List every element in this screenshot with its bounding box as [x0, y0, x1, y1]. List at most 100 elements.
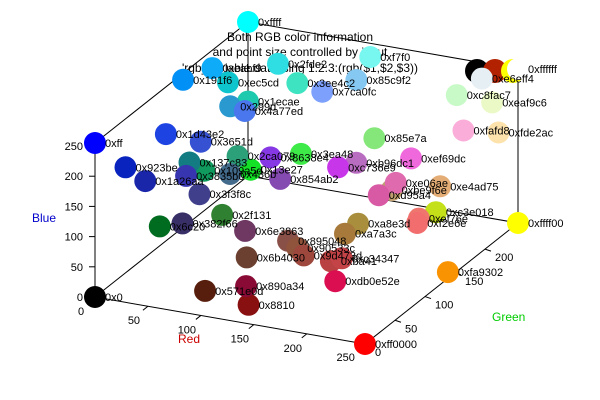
point-label: 0xdb0e52e: [345, 276, 399, 288]
point-label: 0x923be: [136, 162, 178, 174]
point-label: 0xd95a4: [389, 190, 431, 202]
data-point: [226, 145, 249, 168]
point-label: 0x3ee4c2: [307, 78, 355, 90]
data-point: [134, 170, 157, 193]
point-label: 0xc8fac7: [467, 90, 511, 102]
point-label: 0x0: [105, 292, 123, 304]
point-label: 0xba41: [341, 256, 377, 268]
point-label: 0xf7f0: [380, 52, 410, 64]
data-point: [286, 72, 309, 95]
data-point: [406, 212, 429, 234]
y-tick-label: 100: [435, 300, 453, 312]
data-point: [194, 279, 217, 302]
data-point: [84, 286, 106, 308]
x-tick-mark: [301, 333, 308, 339]
x-tick-mark: [142, 305, 149, 311]
y-tick-label: 0: [375, 347, 381, 359]
data-point: [269, 167, 292, 190]
point-label: 0x7ca0fc: [332, 87, 377, 99]
data-point: [354, 333, 376, 355]
x-tick-label: 0: [78, 306, 84, 318]
data-point: [267, 52, 289, 75]
point-label: 0xfde2ac: [509, 128, 554, 140]
data-point: [292, 244, 315, 267]
data-point: [400, 147, 423, 170]
y-tick-label: 50: [405, 323, 417, 335]
point-label: 0xeabf9: [222, 63, 261, 75]
point-label: 0x2ca079: [248, 151, 296, 163]
data-point: [211, 203, 234, 226]
data-point: [237, 11, 259, 33]
point-label: 0x6c20: [170, 221, 205, 233]
point-label: 0xbe9f6e: [402, 185, 447, 197]
data-point: [345, 69, 368, 91]
data-point: [189, 130, 212, 153]
z-tick-label: 0: [77, 292, 83, 304]
data-point: [114, 156, 137, 179]
point-label: 0x1ecae: [258, 97, 300, 109]
point-label: 0xeaf9c6: [502, 97, 547, 109]
point-label: 0x85e7a: [384, 133, 427, 145]
data-point: [154, 123, 177, 146]
point-label: 0x109a5d: [214, 166, 262, 178]
z-tick-label: 200: [65, 171, 83, 183]
x-tick-label: 50: [128, 315, 140, 327]
data-point: [334, 222, 356, 245]
x-tick-mark: [248, 324, 255, 330]
y-tick-label: 200: [495, 252, 513, 264]
point-label: 0x2fde2: [288, 59, 327, 71]
x-axis-label: Red: [178, 332, 201, 346]
data-point: [429, 175, 452, 198]
data-point: [324, 270, 347, 293]
point-label: 0x3ea48: [311, 149, 353, 161]
point-label: 0xe06ae: [406, 178, 448, 190]
data-point: [452, 119, 475, 142]
data-point: [481, 91, 504, 114]
point-label: 0xffff00: [528, 218, 563, 230]
data-point: [470, 67, 493, 90]
data-point: [367, 184, 390, 207]
point-label: 0xc34347: [352, 253, 400, 265]
data-point: [363, 127, 386, 150]
point-label: 0x3651d: [211, 137, 253, 149]
box-edge-top: [94, 21, 249, 144]
point-label: 0xe6eff4: [492, 74, 534, 86]
y-tick-label: 150: [465, 276, 483, 288]
point-label: 0x9d473d: [314, 250, 362, 262]
data-point: [259, 146, 282, 169]
y-axis-label: Green: [492, 310, 526, 324]
data-point: [327, 156, 350, 179]
y-tick-mark: [424, 296, 432, 300]
point-label: 0xb96dc1: [366, 158, 414, 170]
z-tick-label: 50: [71, 262, 83, 274]
point-label: 0x85c9f2: [366, 75, 411, 87]
data-point: [507, 58, 529, 80]
z-axis-label: Blue: [32, 211, 57, 225]
data-point: [345, 151, 368, 174]
data-point: [290, 142, 312, 165]
data-point: [445, 84, 468, 107]
point-label: 0x571e0d: [215, 286, 263, 298]
chart-title-line-2: and point size controlled by input: [212, 45, 388, 59]
point-label: 0xff: [105, 138, 123, 150]
point-label: 0xff0000: [375, 339, 417, 351]
data-point: [239, 158, 262, 181]
point-label: 0x90533c: [307, 243, 355, 255]
data-point: [487, 121, 510, 144]
point-label: 0x4a77ed: [255, 106, 303, 118]
point-label: 0x436b: [240, 169, 276, 181]
data-point: [436, 261, 459, 284]
x-tick-label: 200: [284, 343, 302, 355]
point-label: 0xef69dc: [421, 153, 466, 165]
data-point: [175, 164, 198, 187]
data-point: [311, 80, 334, 103]
data-point: [148, 215, 171, 238]
data-point: [172, 68, 195, 91]
data-point: [219, 163, 242, 185]
point-label: 0x6e3863: [255, 226, 303, 238]
point-label: 0xffff: [258, 17, 282, 29]
point-label: 0x3f3f8c: [210, 189, 252, 201]
z-tick-label: 250: [65, 141, 83, 153]
